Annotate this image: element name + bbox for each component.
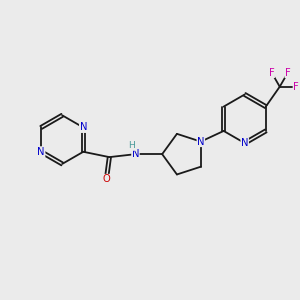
Text: N: N (197, 136, 205, 147)
Text: H: H (128, 141, 135, 150)
Text: F: F (269, 68, 274, 78)
Text: N: N (80, 122, 87, 133)
Text: N: N (241, 138, 248, 148)
Text: O: O (103, 174, 110, 184)
Text: N: N (132, 149, 139, 159)
Text: F: F (285, 68, 291, 78)
Text: N: N (38, 147, 45, 157)
Text: F: F (293, 82, 299, 92)
